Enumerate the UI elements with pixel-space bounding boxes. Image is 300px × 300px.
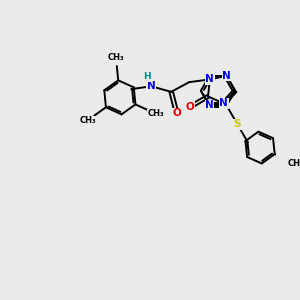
Text: CH₃: CH₃	[148, 109, 164, 118]
Text: CH₃: CH₃	[79, 116, 96, 125]
Text: S: S	[234, 119, 241, 129]
Text: O: O	[186, 102, 194, 112]
Text: N: N	[147, 81, 156, 91]
Text: N: N	[206, 74, 214, 84]
Text: CH₃: CH₃	[287, 159, 300, 168]
Text: CH₃: CH₃	[108, 53, 124, 62]
Text: N: N	[219, 98, 228, 108]
Text: N: N	[222, 71, 231, 81]
Text: H: H	[143, 72, 151, 81]
Text: N: N	[205, 100, 214, 110]
Text: O: O	[172, 108, 181, 118]
